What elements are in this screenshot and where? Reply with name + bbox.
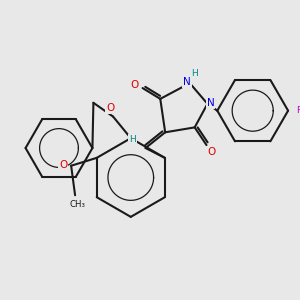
- Text: O: O: [59, 160, 68, 170]
- Text: CH₃: CH₃: [69, 200, 85, 208]
- Text: H: H: [129, 135, 136, 144]
- Text: N: N: [183, 77, 191, 87]
- Text: O: O: [207, 147, 215, 157]
- Text: H: H: [191, 69, 198, 78]
- Text: O: O: [130, 80, 139, 90]
- Text: N: N: [206, 98, 214, 108]
- Text: F: F: [296, 106, 300, 115]
- Text: O: O: [106, 103, 114, 113]
